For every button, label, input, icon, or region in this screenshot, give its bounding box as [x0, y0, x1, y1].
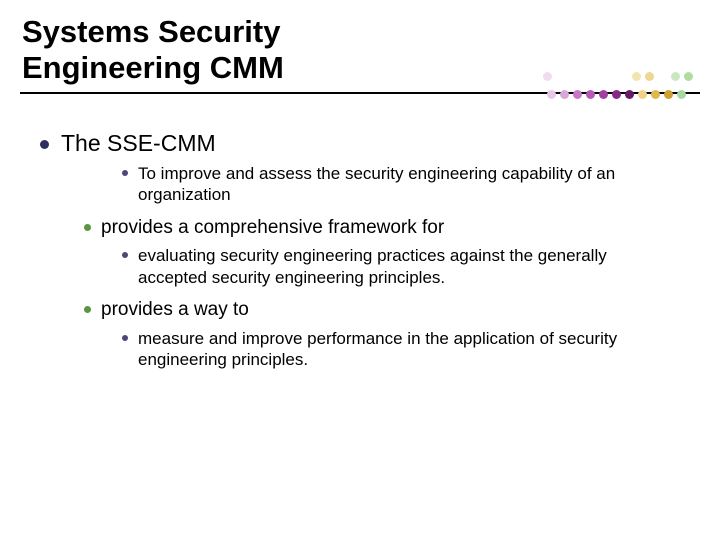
list-item-text: To improve and assess the security engin… [138, 163, 658, 206]
decor-dot [547, 90, 556, 99]
bullet-level-3-icon [122, 335, 128, 341]
decorative-dots [536, 60, 696, 104]
list-item-text: evaluating security engineering practice… [138, 245, 658, 288]
list-item-text: measure and improve performance in the a… [138, 328, 658, 371]
title-line-2: Engineering CMM [22, 50, 284, 85]
bullet-level-2-icon [84, 224, 91, 231]
decor-dot [638, 90, 647, 99]
decor-dot [625, 90, 634, 99]
bullet-level-1-icon [40, 140, 49, 149]
list-item-text: The SSE-CMM [61, 130, 216, 157]
slide-content: The SSE-CMM To improve and assess the sec… [22, 130, 698, 380]
decor-dot [586, 90, 595, 99]
list-item-text: provides a way to [101, 298, 249, 322]
decor-dot [632, 72, 641, 81]
decor-dot [645, 72, 654, 81]
decor-dot [560, 90, 569, 99]
list-item: evaluating security engineering practice… [122, 245, 698, 288]
decor-dot [543, 72, 552, 81]
title-line-1: Systems Security [22, 14, 280, 49]
decor-dot [684, 72, 693, 81]
decor-dot [664, 90, 673, 99]
slide-title: Systems Security Engineering CMM [22, 14, 284, 85]
bullet-level-2-icon [84, 306, 91, 313]
decor-dot [671, 72, 680, 81]
decor-dot [599, 90, 608, 99]
list-item-text: provides a comprehensive framework for [101, 216, 444, 240]
list-item: The SSE-CMM [40, 130, 698, 157]
list-item: provides a way to [84, 298, 698, 322]
bullet-level-3-icon [122, 252, 128, 258]
decor-dot [677, 90, 686, 99]
decor-dot [573, 90, 582, 99]
decor-dot [612, 90, 621, 99]
bullet-level-3-icon [122, 170, 128, 176]
list-item: provides a comprehensive framework for [84, 216, 698, 240]
list-item: To improve and assess the security engin… [122, 163, 698, 206]
list-item: measure and improve performance in the a… [122, 328, 698, 371]
decor-dot [651, 90, 660, 99]
